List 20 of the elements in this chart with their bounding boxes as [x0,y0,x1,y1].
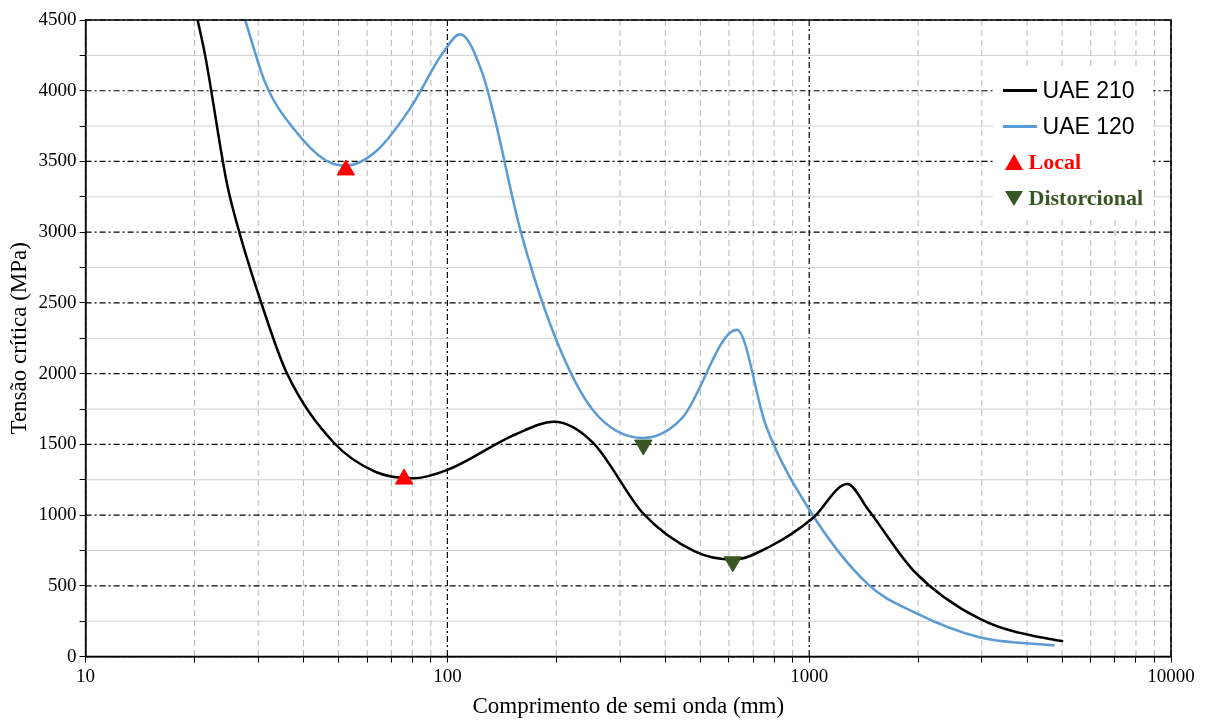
y-tick-label: 3500 [38,149,77,171]
legend-label: UAE 120 [1042,112,1135,141]
y-axis-title: Tensão crítica (MPa) [5,242,31,435]
legend-label: Distorcional [1028,184,1143,212]
legend-label: UAE 210 [1042,76,1135,105]
y-tick-label: 1500 [38,432,77,454]
x-axis-title: Comprimento de semi onda (mm) [472,693,785,719]
y-tick-label: 1000 [38,503,77,525]
x-tick-label: 1000 [790,664,829,686]
x-tick-label: 10000 [1147,664,1195,686]
y-tick-label: 0 [67,644,77,666]
x-tick-label: 100 [433,664,462,686]
y-tick-label: 500 [48,573,77,595]
x-tick-label: 10 [76,664,96,686]
y-tick-label: 2000 [38,361,77,383]
y-tick-label: 3000 [38,220,77,242]
y-tick-label: 2500 [38,290,77,312]
legend-label: Local [1028,148,1082,176]
y-tick-label: 4000 [38,78,77,100]
y-tick-label: 4500 [38,7,77,29]
